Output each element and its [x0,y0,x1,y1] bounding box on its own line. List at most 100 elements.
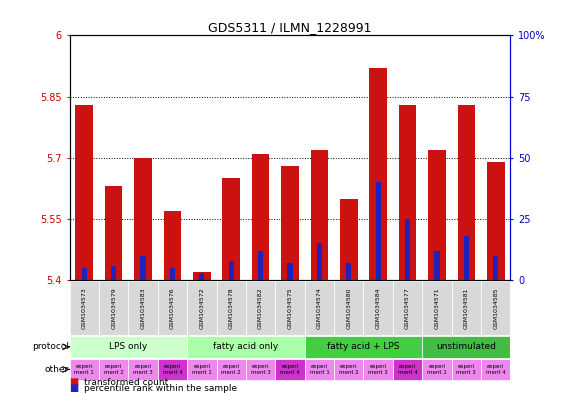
Bar [458,105,475,280]
Text: GSM1034574: GSM1034574 [317,287,322,329]
FancyBboxPatch shape [276,359,304,380]
Bar [398,105,416,280]
FancyBboxPatch shape [187,336,304,358]
FancyBboxPatch shape [70,359,99,380]
Text: other: other [45,365,69,374]
Text: fatty acid only: fatty acid only [213,342,278,351]
FancyBboxPatch shape [422,281,452,335]
Bar [463,236,469,280]
Bar [252,154,270,280]
FancyBboxPatch shape [481,359,510,380]
Bar [193,272,211,280]
FancyBboxPatch shape [70,281,99,335]
FancyBboxPatch shape [128,359,158,380]
FancyBboxPatch shape [158,359,187,380]
Text: experi
ment 4: experi ment 4 [280,364,300,375]
FancyBboxPatch shape [481,281,510,335]
Bar [405,219,410,280]
Text: experi
ment 1: experi ment 1 [310,364,329,375]
Text: GSM1034578: GSM1034578 [229,287,234,329]
Text: experi
ment 3: experi ment 3 [133,364,153,375]
FancyBboxPatch shape [304,359,334,380]
Text: ■: ■ [70,377,82,387]
Bar [258,251,263,280]
Text: experi
ment 1: experi ment 1 [427,364,447,375]
Text: experi
ment 4: experi ment 4 [398,364,418,375]
FancyBboxPatch shape [128,281,158,335]
Text: GSM1034576: GSM1034576 [170,287,175,329]
Text: ■: ■ [70,383,82,393]
Bar [340,198,358,280]
FancyBboxPatch shape [216,359,246,380]
FancyBboxPatch shape [276,281,304,335]
Text: GSM1034572: GSM1034572 [200,287,204,329]
Text: fatty acid + LPS: fatty acid + LPS [327,342,400,351]
Text: GSM1034579: GSM1034579 [111,287,116,329]
Text: GSM1034581: GSM1034581 [464,287,469,329]
FancyBboxPatch shape [364,281,393,335]
Bar [428,150,446,280]
FancyBboxPatch shape [246,281,276,335]
FancyBboxPatch shape [187,359,216,380]
Text: GSM1034580: GSM1034580 [346,287,351,329]
FancyBboxPatch shape [422,359,452,380]
Bar [287,263,293,280]
FancyBboxPatch shape [364,359,393,380]
FancyBboxPatch shape [246,359,276,380]
FancyBboxPatch shape [216,281,246,335]
FancyBboxPatch shape [334,281,364,335]
FancyBboxPatch shape [70,336,187,358]
FancyBboxPatch shape [304,336,422,358]
FancyBboxPatch shape [158,281,187,335]
Text: experi
ment 3: experi ment 3 [368,364,388,375]
FancyBboxPatch shape [452,281,481,335]
Bar [346,263,351,280]
FancyBboxPatch shape [99,281,128,335]
Text: GSM1034573: GSM1034573 [82,287,87,329]
Bar [375,182,381,280]
Text: experi
ment 3: experi ment 3 [456,364,476,375]
Text: experi
ment 1: experi ment 1 [74,364,94,375]
Text: GSM1034585: GSM1034585 [493,287,498,329]
Bar [493,256,498,280]
Text: LPS only: LPS only [109,342,147,351]
Bar [229,261,234,280]
Text: experi
ment 1: experi ment 1 [192,364,212,375]
FancyBboxPatch shape [304,281,334,335]
Bar [75,105,93,280]
Text: experi
ment 2: experi ment 2 [222,364,241,375]
Bar [281,166,299,280]
Bar [199,273,205,280]
FancyBboxPatch shape [393,281,422,335]
Text: unstimulated: unstimulated [436,342,496,351]
Bar [82,268,87,280]
FancyBboxPatch shape [452,359,481,380]
Bar [140,256,146,280]
Text: GSM1034577: GSM1034577 [405,287,410,329]
Text: GSM1034571: GSM1034571 [434,287,440,329]
Bar [310,150,328,280]
Bar [222,178,240,280]
Bar [170,268,175,280]
Bar [369,68,387,280]
Text: experi
ment 2: experi ment 2 [104,364,124,375]
FancyBboxPatch shape [99,359,128,380]
Bar [111,266,117,280]
Text: GSM1034583: GSM1034583 [140,287,146,329]
Text: experi
ment 4: experi ment 4 [162,364,182,375]
Bar [434,251,440,280]
Text: experi
ment 4: experi ment 4 [486,364,506,375]
Text: protocol: protocol [32,342,69,351]
Bar [164,211,182,280]
FancyBboxPatch shape [334,359,364,380]
FancyBboxPatch shape [422,336,510,358]
Text: transformed count: transformed count [84,378,168,387]
Title: GDS5311 / ILMN_1228991: GDS5311 / ILMN_1228991 [208,21,372,34]
Text: GSM1034582: GSM1034582 [258,287,263,329]
Bar [317,244,322,280]
Text: GSM1034575: GSM1034575 [288,287,292,329]
Bar [134,158,152,280]
FancyBboxPatch shape [393,359,422,380]
Text: experi
ment 3: experi ment 3 [251,364,270,375]
Bar [487,162,505,280]
